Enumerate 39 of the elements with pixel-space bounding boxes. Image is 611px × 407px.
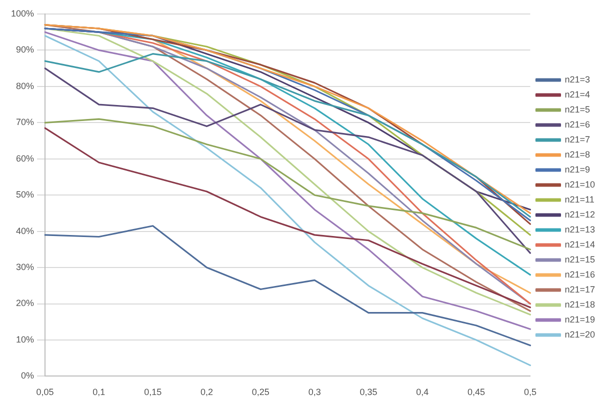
x-tick-label: 0,15 [144,387,162,398]
legend-label: n21=6 [564,119,590,130]
y-tick-label: 100% [10,8,34,18]
x-tick-label: 0,2 [200,387,214,398]
legend-label: n21=12 [564,209,596,220]
x-tick-label: 0,3 [308,387,321,398]
legend-label: n21=7 [564,134,590,144]
legend-label: n21=18 [564,299,596,310]
y-tick-label: 60% [16,153,34,164]
legend-label: n21=9 [564,164,590,174]
legend-label: n21=15 [564,254,596,264]
y-tick-label: 0% [21,370,34,381]
legend-label: n21=19 [564,314,596,324]
y-tick-label: 90% [16,44,34,55]
legend-label: n21=14 [564,239,596,250]
legend-label: n21=5 [564,104,590,114]
y-tick-label: 10% [16,334,34,344]
legend-label: n21=8 [564,149,590,160]
legend-label: n21=10 [564,179,596,190]
x-tick-label: 0,45 [468,387,486,398]
x-tick-label: 0,5 [524,387,536,398]
y-tick-label: 20% [16,298,34,308]
y-tick-label: 30% [16,262,34,272]
legend-label: n21=11 [564,194,594,204]
y-tick-label: 70% [16,117,34,128]
legend-label: n21=13 [564,224,596,234]
y-tick-label: 80% [16,80,34,91]
legend-label: n21=17 [564,284,596,294]
x-tick-label: 0,1 [92,387,106,398]
x-tick-label: 0,35 [360,387,378,398]
y-tick-label: 40% [16,226,34,236]
x-tick-label: 0,25 [252,387,270,398]
legend-label: n21=16 [564,269,596,280]
y-tick-label: 50% [16,190,34,200]
legend-label: n21=20 [564,329,596,340]
x-tick-label: 0,4 [416,387,429,398]
legend-label: n21=3 [564,74,590,84]
x-tick-label: 0,05 [36,387,54,398]
legend-label: n21=4 [564,89,590,100]
